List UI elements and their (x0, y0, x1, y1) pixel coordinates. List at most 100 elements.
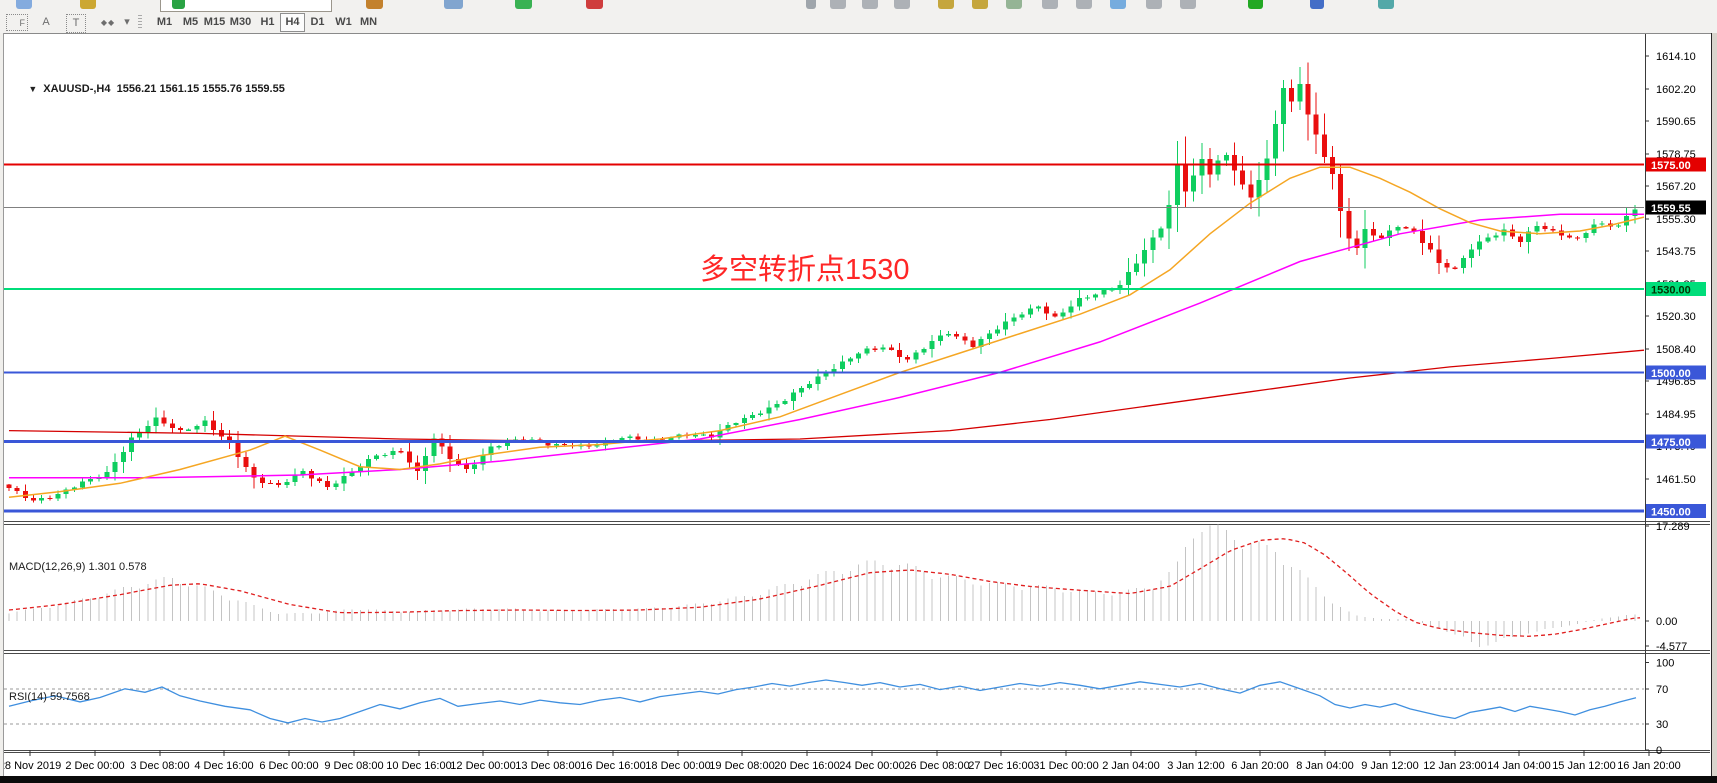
time-tick-label: 12 Jan 23:00 (1423, 760, 1487, 772)
arrows-dropdown-icon[interactable]: ▾ (124, 16, 130, 28)
time-tick-label: 26 Dec 08:00 (904, 760, 969, 772)
toolbar-main-clipped[interactable] (0, 0, 1717, 14)
price-tick-label: 1555.30 (1656, 214, 1696, 226)
rsi-tick-label: 100 (1656, 658, 1674, 670)
toolbar-icon-fragment[interactable] (80, 0, 96, 9)
toolbar-icon-fragment[interactable] (862, 0, 878, 9)
timeframe-button-mn[interactable]: MN (359, 16, 378, 28)
price-badge-label: 1530.00 (1651, 285, 1691, 297)
time-tick-label: 28 Nov 2019 (0, 760, 61, 772)
toolbar-icon-fragment[interactable] (586, 0, 603, 9)
toolbar-icon-fragment[interactable] (1042, 0, 1058, 9)
timeframe-button-d1[interactable]: D1 (310, 16, 325, 28)
toolbar-grip[interactable] (138, 15, 142, 30)
toolbar-periods: F A T ◆◆ ▾ M1 M5 M15 M30 H1 H4 D1 W1 MN (0, 13, 1717, 34)
toolbar-icon-fragment[interactable] (1146, 0, 1162, 9)
symbol-combo-clipped[interactable] (160, 0, 332, 12)
toolbar-icon-fragment[interactable] (1310, 0, 1324, 9)
macd-pane (8, 524, 1641, 648)
timeframe-button-m15[interactable]: M15 (203, 16, 226, 28)
toolbar-icon-fragment[interactable] (16, 0, 32, 9)
toolbar-icon-fragment[interactable] (172, 0, 185, 9)
toolbar-icon-fragment[interactable] (806, 0, 816, 9)
timeframe-button-m5[interactable]: M5 (182, 16, 199, 28)
rsi-indicator-label: RSI(14) 59.7568 (9, 691, 90, 703)
time-tick-label: 3 Dec 08:00 (130, 760, 189, 772)
toolbar-icon-fragment[interactable] (515, 0, 532, 9)
time-tick-label: 18 Dec 00:00 (645, 760, 710, 772)
toolbar-icon-fragment[interactable] (366, 0, 383, 9)
time-tick-label: 3 Jan 12:00 (1167, 760, 1225, 772)
chart-annotation-text: 多空转折点1530 (700, 254, 910, 286)
toolbar-icon-fragment[interactable] (1110, 0, 1126, 9)
price-tick-label: 1590.65 (1656, 116, 1696, 128)
time-tick-label: 24 Dec 00:00 (839, 760, 904, 772)
timeframe-button-h4[interactable]: H4 (280, 13, 305, 32)
toolbar-icon-fragment[interactable] (1006, 0, 1022, 9)
price-tick-label: 1614.10 (1656, 51, 1696, 63)
timeframe-button-m1[interactable]: M1 (156, 16, 173, 28)
rsi-tick-label: 0 (1656, 745, 1662, 757)
time-tick-label: 2 Dec 00:00 (65, 760, 124, 772)
price-tick-label: 1543.75 (1656, 246, 1696, 258)
price-badge (1646, 434, 1706, 449)
time-tick-label: 15 Jan 12:00 (1552, 760, 1616, 772)
chart-title: ▼ XAUUSD-,H4 1556.21 1561.15 1555.76 1559… (10, 71, 285, 107)
price-tick-label: 1508.40 (1656, 344, 1696, 356)
text-tool-icon[interactable]: A (42, 16, 50, 28)
time-tick-label: 6 Jan 20:00 (1231, 760, 1289, 772)
price-tick-label: 1602.20 (1656, 84, 1696, 96)
timeframe-button-h1[interactable]: H1 (260, 16, 275, 28)
macd-tick-label: 17.289 (1656, 521, 1690, 533)
toolbar-icon-fragment[interactable] (972, 0, 988, 9)
toolbar-icon-fragment[interactable] (444, 0, 463, 9)
time-tick-label: 16 Jan 20:00 (1617, 760, 1681, 772)
price-tick-label: 1484.95 (1656, 409, 1696, 421)
time-tick-label: 12 Dec 00:00 (450, 760, 515, 772)
chart-ohlc-readout: 1556.21 1561.15 1555.76 1559.55 (116, 83, 285, 95)
chart-symbol-period: XAUUSD-,H4 (43, 83, 111, 95)
price-badge (1646, 365, 1706, 380)
time-tick-label: 8 Jan 04:00 (1296, 760, 1354, 772)
toolbar-icon-fragment[interactable] (1378, 0, 1394, 9)
price-badge-label: 1450.00 (1651, 507, 1691, 519)
chevron-down-icon[interactable]: ▼ (28, 84, 38, 94)
ma-fast-line (8, 166, 1645, 498)
time-tick-label: 4 Dec 16:00 (194, 760, 253, 772)
window-left-edge (0, 33, 4, 776)
text-label-tool-icon[interactable]: T (66, 14, 86, 33)
price-badge-label: 1475.00 (1651, 437, 1691, 449)
chart-canvas[interactable]: 1614.101602.201590.651578.751567.201555.… (0, 34, 1717, 777)
time-tick-label: 6 Dec 00:00 (259, 760, 318, 772)
arrows-tool-icon[interactable]: ◆◆ (100, 18, 116, 27)
price-badge-label: 1559.55 (1651, 203, 1691, 215)
price-tick-label: 1520.30 (1656, 311, 1696, 323)
time-tick-label: 13 Dec 08:00 (515, 760, 580, 772)
time-tick-label: 9 Dec 08:00 (324, 760, 383, 772)
rsi-tick-label: 30 (1656, 719, 1668, 731)
toolbar-icon-fragment[interactable] (938, 0, 954, 9)
price-tick-label: 1461.50 (1656, 474, 1696, 486)
toolbar-icon-fragment[interactable] (1180, 0, 1196, 9)
time-tick-label: 31 Dec 00:00 (1033, 760, 1098, 772)
fibonacci-tool-icon[interactable]: F (6, 14, 28, 31)
price-badge (1646, 157, 1706, 172)
timeframe-button-w1[interactable]: W1 (335, 16, 352, 28)
toolbar-icon-fragment[interactable] (1248, 0, 1263, 9)
window-right-edge (1711, 33, 1717, 776)
price-badge (1646, 504, 1706, 519)
price-badge (1646, 282, 1706, 297)
macd-tick-label: 0.00 (1656, 616, 1677, 628)
toolbar-icon-fragment[interactable] (830, 0, 846, 9)
macd-indicator-label: MACD(12,26,9) 1.301 0.578 (9, 561, 147, 573)
time-tick-label: 19 Dec 08:00 (709, 760, 774, 772)
toolbar-icon-fragment[interactable] (1076, 0, 1092, 9)
toolbar-icon-fragment[interactable] (894, 0, 910, 9)
timeframe-button-m30[interactable]: M30 (229, 16, 252, 28)
time-tick-label: 27 Dec 16:00 (968, 760, 1033, 772)
ma-mid-line (9, 213, 1644, 479)
price-tick-label: 1567.20 (1656, 181, 1696, 193)
time-tick-label: 16 Dec 16:00 (580, 760, 645, 772)
time-tick-label: 9 Jan 12:00 (1361, 760, 1419, 772)
